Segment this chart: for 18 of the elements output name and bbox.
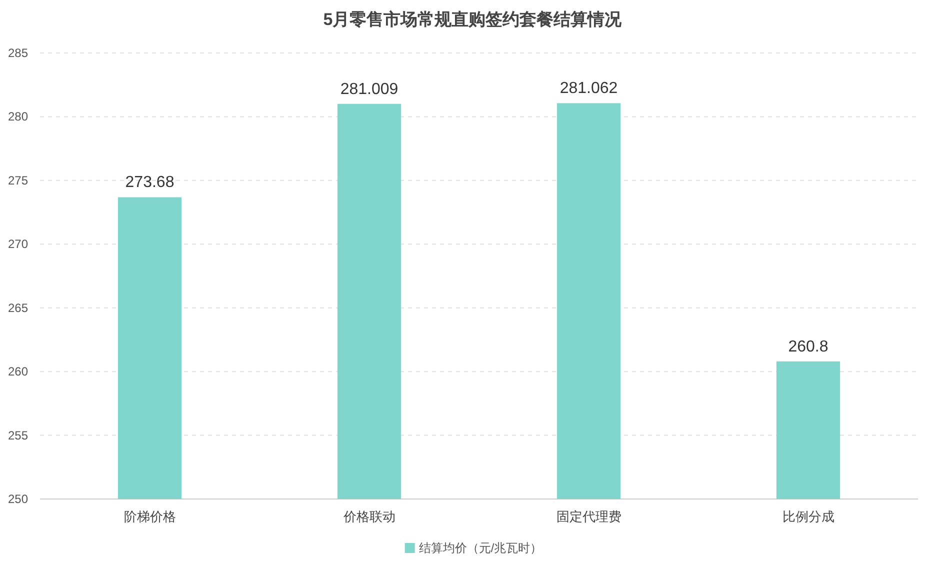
y-tick-label: 275 bbox=[8, 173, 28, 188]
x-tick-label: 阶梯价格 bbox=[124, 509, 176, 524]
y-tick-label: 250 bbox=[8, 492, 28, 506]
data-label: 281.009 bbox=[340, 80, 398, 98]
y-tick-label: 270 bbox=[8, 237, 28, 252]
x-tick-label: 固定代理费 bbox=[556, 509, 622, 524]
y-tick-label: 265 bbox=[8, 300, 28, 315]
chart-title: 5月零售市场常规直购签约套餐结算情况 bbox=[323, 10, 623, 29]
data-label: 273.68 bbox=[125, 174, 174, 192]
data-label: 260.8 bbox=[788, 338, 828, 356]
y-tick-label: 255 bbox=[8, 428, 28, 442]
x-tick-label: 比例分成 bbox=[782, 509, 834, 524]
y-tick-label: 285 bbox=[8, 46, 28, 60]
y-tick-label: 280 bbox=[8, 110, 28, 124]
data-label: 281.062 bbox=[560, 80, 618, 98]
x-tick-label: 价格联动 bbox=[342, 509, 396, 524]
y-tick-label: 260 bbox=[8, 364, 28, 379]
legend-label: 结算均价（元/兆瓦时） bbox=[418, 541, 542, 555]
